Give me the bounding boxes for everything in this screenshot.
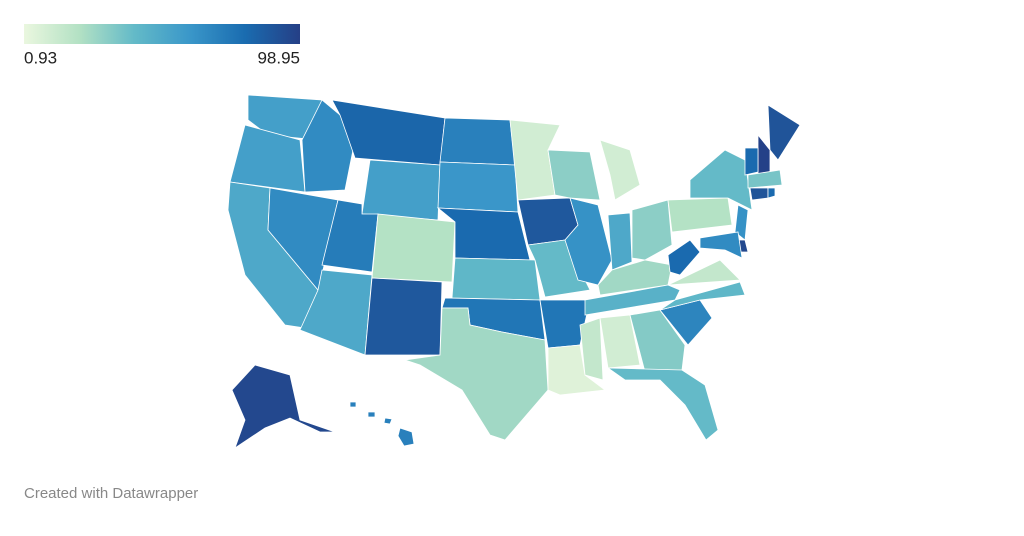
region [547, 149, 601, 201]
region [527, 239, 591, 298]
region [631, 199, 673, 261]
legend-min: 0.93 [24, 48, 57, 67]
region [689, 149, 753, 211]
credit: Created with Datawrapper [24, 485, 198, 502]
region [667, 259, 741, 286]
region [331, 99, 446, 166]
region [439, 117, 516, 166]
region [599, 314, 641, 369]
map [227, 94, 801, 450]
region [404, 307, 549, 441]
region [607, 212, 633, 271]
region [231, 364, 336, 450]
region [744, 147, 759, 176]
region [747, 169, 783, 189]
region [606, 367, 719, 441]
region [451, 257, 541, 301]
region [247, 94, 323, 141]
region [547, 344, 607, 396]
region [667, 197, 733, 233]
region [659, 281, 746, 311]
region [757, 133, 771, 176]
region [629, 309, 686, 373]
region [564, 197, 613, 286]
legend-gradient [24, 24, 300, 44]
region [437, 161, 519, 213]
region [767, 187, 776, 199]
legend-max: 98.95 [257, 48, 300, 67]
region [361, 159, 441, 221]
region [299, 269, 373, 356]
region [579, 317, 604, 381]
region [667, 239, 701, 276]
region [371, 213, 456, 283]
region [599, 139, 641, 201]
region [349, 401, 415, 447]
region [767, 104, 801, 161]
region [584, 284, 681, 316]
region [699, 231, 743, 259]
region [364, 277, 443, 356]
region [749, 187, 769, 201]
